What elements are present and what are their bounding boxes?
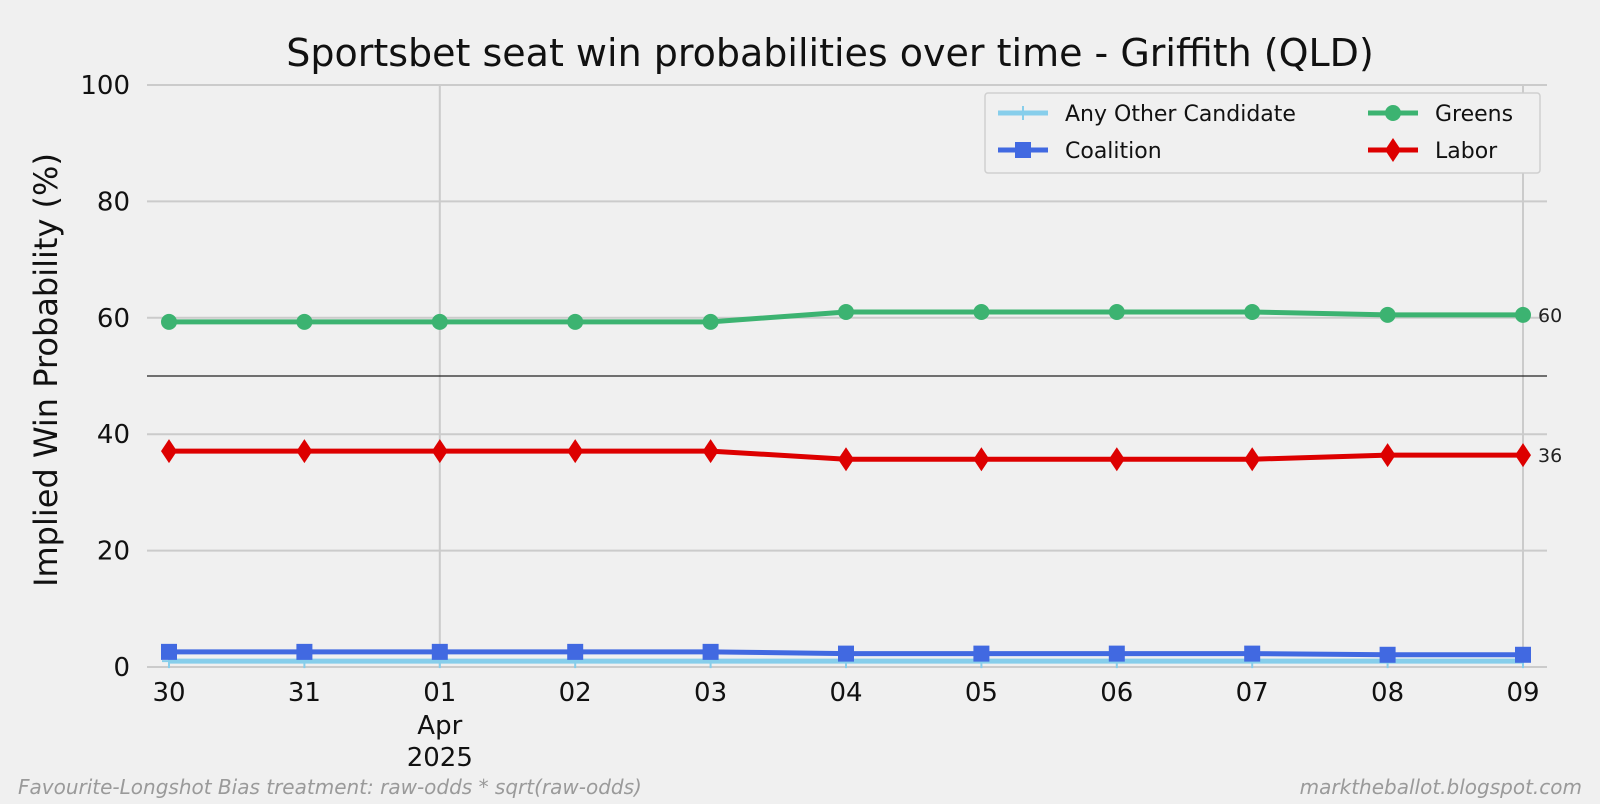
coalition-point bbox=[973, 645, 990, 662]
greens-point bbox=[838, 303, 854, 320]
footer-left: Favourite-Longshot Bias treatment: raw-o… bbox=[18, 775, 642, 799]
x-tick-label: 07 bbox=[1236, 678, 1269, 708]
y-axis-label: Implied Win Probability (%) bbox=[27, 153, 65, 587]
labor-point bbox=[431, 439, 448, 464]
greens-point bbox=[1244, 303, 1261, 320]
labor-point bbox=[1515, 443, 1531, 468]
legend-swatch-marker bbox=[1385, 105, 1401, 121]
x-tick-label: 04 bbox=[829, 678, 862, 708]
coalition-point bbox=[1379, 646, 1396, 663]
labor-point bbox=[838, 447, 854, 472]
coalition-point bbox=[161, 643, 177, 660]
greens-point bbox=[567, 313, 584, 330]
labor-point bbox=[296, 439, 313, 464]
series-layer: 60 36 bbox=[161, 303, 1562, 669]
labor-point bbox=[1244, 447, 1261, 472]
coalition-point bbox=[838, 645, 854, 662]
legend-label: Labor bbox=[1435, 139, 1498, 164]
series-coalition bbox=[161, 643, 1531, 663]
footer-right: marktheballot.blogspot.com bbox=[1300, 775, 1582, 799]
x-tick-label: 31 bbox=[288, 678, 321, 708]
greens-point bbox=[296, 313, 313, 330]
greens-point bbox=[973, 303, 990, 320]
coalition-point bbox=[296, 643, 313, 660]
coalition-point bbox=[1108, 645, 1125, 662]
y-tick-label: 40 bbox=[97, 420, 130, 450]
series-greens: 60 bbox=[161, 303, 1562, 330]
greens-point bbox=[702, 313, 719, 330]
labor-point bbox=[973, 447, 990, 472]
labor-point bbox=[1379, 443, 1396, 468]
legend-label: Greens bbox=[1435, 102, 1513, 127]
coalition-point bbox=[1515, 646, 1531, 663]
x-tick-label: 02 bbox=[559, 678, 592, 708]
legend-item-coalition: Coalition bbox=[998, 139, 1162, 164]
coalition-point bbox=[702, 643, 719, 660]
greens-point bbox=[1108, 303, 1125, 320]
series-labor: 36 bbox=[161, 439, 1562, 472]
coalition-point bbox=[567, 643, 584, 660]
greens-point bbox=[431, 313, 448, 330]
coalition-point bbox=[1244, 645, 1261, 662]
x-tick-label: 01 bbox=[423, 678, 456, 708]
x-tick-label: 06 bbox=[1100, 678, 1133, 708]
labor-point bbox=[1108, 447, 1125, 472]
legend-item-greens: Greens bbox=[1368, 102, 1513, 127]
legend-swatch-marker bbox=[1015, 142, 1031, 158]
legend-label: Any Other Candidate bbox=[1065, 102, 1296, 127]
labor-point bbox=[567, 439, 584, 464]
greens-end-label: 60 bbox=[1538, 305, 1562, 327]
x-tick-label: 05 bbox=[965, 678, 998, 708]
greens-point bbox=[1379, 306, 1396, 323]
legend-item-any-other-candidate: Any Other Candidate bbox=[998, 102, 1296, 127]
greens-point bbox=[1515, 306, 1531, 323]
y-tick-label: 0 bbox=[113, 653, 130, 683]
legend-label: Coalition bbox=[1065, 139, 1162, 164]
greens-point bbox=[161, 313, 177, 330]
x-tick-sublabel: 2025 bbox=[407, 743, 473, 773]
legend: Any Other Candidate Coalition Greens Labor bbox=[984, 92, 1541, 174]
labor-point bbox=[702, 439, 719, 464]
x-tick-sublabel: Apr bbox=[417, 711, 462, 741]
legend-swatch-marker bbox=[1385, 138, 1401, 162]
y-tick-label: 20 bbox=[97, 537, 130, 567]
x-tick-label: 03 bbox=[694, 678, 727, 708]
chart-title: Sportsbet seat win probabilities over ti… bbox=[286, 31, 1374, 75]
x-tick-label: 09 bbox=[1506, 678, 1539, 708]
labor-end-label: 36 bbox=[1538, 445, 1562, 467]
labor-point bbox=[161, 439, 177, 464]
y-tick-label: 60 bbox=[97, 304, 130, 334]
legend-swatch-marker bbox=[1016, 106, 1030, 120]
x-tick-label: 08 bbox=[1371, 678, 1404, 708]
coalition-point bbox=[431, 643, 448, 660]
legend-item-labor: Labor bbox=[1368, 138, 1498, 164]
x-tick-label: 30 bbox=[152, 678, 185, 708]
y-tick-label: 80 bbox=[97, 187, 130, 217]
y-tick-label: 100 bbox=[80, 71, 130, 101]
